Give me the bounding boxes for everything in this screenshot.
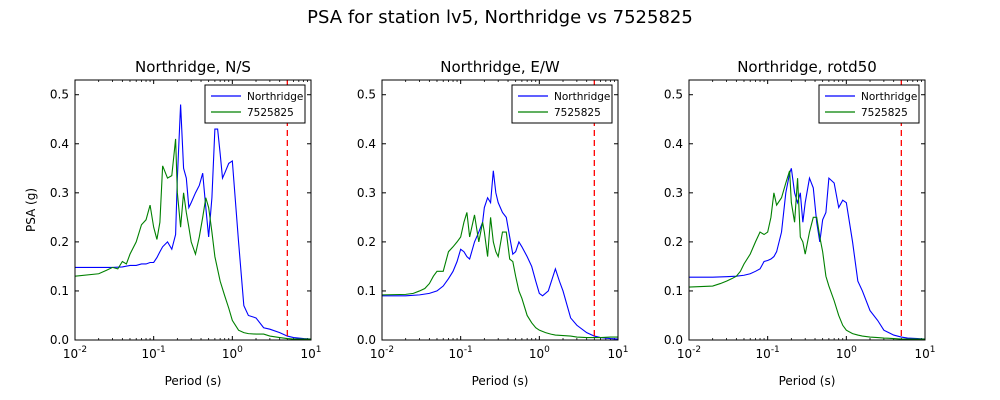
x-tick-label: 101 [607,345,628,361]
legend: Northridge 7525825 [818,84,920,124]
x-tick-base: 10 [300,347,315,361]
series-line-northridge [689,168,925,340]
y-tick-label: 0.4 [357,137,376,151]
y-tick-label: 0.0 [50,333,69,347]
subplot-title: Northridge, N/S [135,58,251,76]
y-tick-label: 0.0 [664,333,683,347]
y-tick-label: 0.4 [664,137,683,151]
x-axis-label: Period (s) [165,374,222,388]
figure-suptitle: PSA for station lv5, Northridge vs 75258… [307,7,693,28]
series-group [689,168,925,340]
axes-frame [74,79,312,341]
x-tick-exponent: -2 [692,345,701,355]
x-tick-label: 101 [914,345,935,361]
x-tick-exponent: -2 [78,345,87,355]
x-tick-label: 100 [836,345,857,361]
x-tick-base: 10 [914,347,929,361]
legend-label: Northridge [861,91,917,103]
y-tick-label: 0.5 [357,88,376,102]
x-tick-exponent: 1 [930,345,936,355]
y-tick-label: 0.2 [357,235,376,249]
x-tick-exponent: 0 [851,345,857,355]
x-tick-exponent: -2 [385,345,394,355]
legend-box [511,84,613,124]
y-tick-label: 0.2 [50,235,69,249]
subplot-panels: Northridge, N/S0.00.10.20.30.40.510-2 10-… [24,58,936,388]
x-tick-exponent: 0 [544,345,550,355]
x-tick-label: 10-2 [677,345,701,361]
x-tick-label: 101 [300,345,321,361]
x-tick-label: 10-1 [142,345,166,361]
axes-frame [381,79,619,341]
y-tick-label: 0.0 [357,333,376,347]
x-tick-label: 100 [529,345,550,361]
legend-box [204,84,306,124]
x-axis-label: Period (s) [472,374,529,388]
x-tick-label: 10-1 [449,345,473,361]
x-tick-label: 100 [222,345,243,361]
x-axis-label: Period (s) [779,374,836,388]
legend-box [818,84,920,124]
x-tick-label: 10-1 [756,345,780,361]
y-tick-label: 0.2 [664,235,683,249]
y-tick-label: 0.3 [357,186,376,200]
legend-label: Northridge [247,91,303,103]
y-axis-label: PSA (g) [24,188,38,232]
series-line-northridge [382,170,618,340]
x-tick-exponent: 1 [316,345,322,355]
series-line-northridge [75,104,311,340]
y-tick-label: 0.4 [50,137,69,151]
x-tick-base: 10 [756,347,771,361]
x-tick-exponent: -1 [464,345,473,355]
x-tick-exponent: -1 [771,345,780,355]
series-group [75,104,311,340]
legend-label: 7525825 [247,107,294,119]
x-tick-base: 10 [607,347,622,361]
y-tick-label: 0.1 [664,284,683,298]
y-tick-label: 0.3 [50,186,69,200]
x-tick-exponent: -1 [157,345,166,355]
subplot-title: Northridge, E/W [440,58,560,76]
legend: Northridge 7525825 [511,84,613,124]
series-group [382,170,618,340]
series-line-simulation [382,212,618,339]
x-tick-base: 10 [449,347,464,361]
y-tick-label: 0.1 [50,284,69,298]
x-tick-label: 10-2 [63,345,87,361]
axis-ticks: 0.00.10.20.30.40.510-2 10-1 100 101 [50,80,322,361]
y-tick-label: 0.1 [357,284,376,298]
x-tick-base: 10 [142,347,157,361]
x-tick-base: 10 [677,347,692,361]
x-tick-label: 10-2 [370,345,394,361]
subplot-3: Northridge, rotd500.00.10.20.30.40.510-2… [664,58,936,388]
legend: Northridge 7525825 [204,84,306,124]
legend-label: 7525825 [861,107,908,119]
y-tick-label: 0.5 [50,88,69,102]
subplot-1: Northridge, N/S0.00.10.20.30.40.510-2 10-… [24,58,322,388]
legend-label: Northridge [554,91,610,103]
series-line-simulation [75,138,311,340]
x-tick-base: 10 [222,347,237,361]
y-tick-label: 0.3 [664,186,683,200]
x-tick-base: 10 [836,347,851,361]
x-tick-exponent: 0 [237,345,243,355]
subplot-2: Northridge, E/W0.00.10.20.30.40.510-2 10-… [357,58,629,388]
x-tick-exponent: 1 [623,345,629,355]
axes-frame [688,79,926,341]
series-line-simulation [689,170,925,340]
subplot-title: Northridge, rotd50 [737,58,877,76]
x-tick-base: 10 [63,347,78,361]
legend-label: 7525825 [554,107,601,119]
x-tick-base: 10 [370,347,385,361]
x-tick-base: 10 [529,347,544,361]
y-tick-label: 0.5 [664,88,683,102]
